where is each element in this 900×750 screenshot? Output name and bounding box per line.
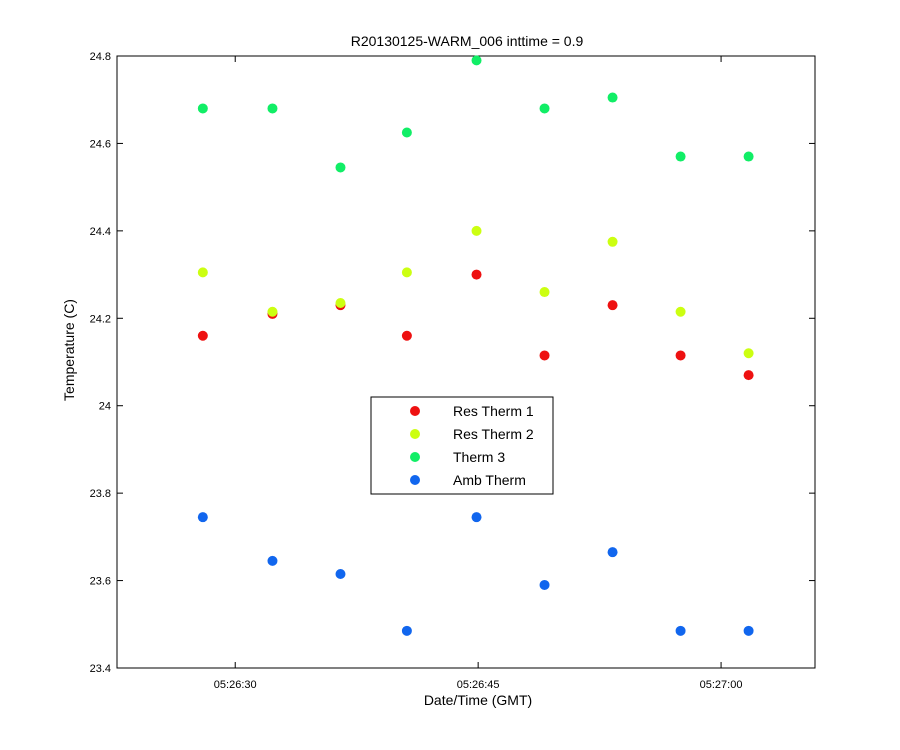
data-point-res-therm-2 — [539, 287, 550, 298]
legend-marker — [410, 452, 420, 462]
data-point-amb-therm — [197, 512, 208, 523]
data-point-amb-therm — [607, 547, 618, 558]
data-point-therm-3 — [197, 103, 208, 114]
legend-label: Therm 3 — [453, 449, 505, 465]
chart-title: R20130125-WARM_006 inttime = 0.9 — [351, 33, 584, 49]
legend-marker — [410, 406, 420, 416]
data-point-amb-therm — [675, 625, 686, 636]
y-tick-label: 24.2 — [90, 313, 111, 325]
data-point-res-therm-2 — [335, 297, 346, 308]
data-point-res-therm-2 — [197, 267, 208, 278]
data-point-res-therm-1 — [607, 300, 618, 311]
data-point-amb-therm — [743, 625, 754, 636]
data-point-res-therm-1 — [675, 350, 686, 361]
data-point-res-therm-1 — [401, 330, 412, 341]
data-point-therm-3 — [471, 55, 482, 66]
y-tick-label: 24.8 — [90, 51, 111, 63]
data-point-amb-therm — [401, 625, 412, 636]
x-tick-label: 05:27:00 — [700, 679, 743, 691]
data-point-res-therm-1 — [539, 350, 550, 361]
data-point-res-therm-1 — [197, 330, 208, 341]
data-point-therm-3 — [607, 92, 618, 103]
y-tick-label: 24.4 — [90, 226, 111, 238]
legend-box — [370, 396, 554, 495]
data-point-therm-3 — [539, 103, 550, 114]
data-points — [197, 55, 754, 636]
data-point-amb-therm — [267, 555, 278, 566]
legend-label: Amb Therm — [453, 472, 526, 488]
y-tick-label: 23.8 — [90, 488, 111, 500]
y-tick-label: 24.6 — [90, 138, 111, 150]
y-tick-label: 24 — [99, 401, 111, 413]
data-point-res-therm-2 — [267, 306, 278, 317]
data-point-res-therm-2 — [675, 306, 686, 317]
data-point-res-therm-2 — [607, 236, 618, 247]
legend-marker — [410, 429, 420, 439]
legend: Res Therm 1 Res Therm 2 Therm 3 Amb Therm — [370, 396, 554, 495]
data-point-res-therm-2 — [401, 267, 412, 278]
y-axis: 23.4 23.6 23.8 24 24.2 24.4 24.6 24.8 — [90, 51, 815, 675]
data-point-therm-3 — [401, 127, 412, 138]
legend-label: Res Therm 1 — [453, 403, 534, 419]
y-tick-label: 23.4 — [90, 663, 111, 675]
data-point-amb-therm — [335, 569, 346, 580]
x-tick-label: 05:26:45 — [457, 679, 500, 691]
legend-marker — [410, 475, 420, 485]
data-point-therm-3 — [335, 162, 346, 173]
x-tick-label: 05:26:30 — [214, 679, 257, 691]
data-point-amb-therm — [539, 579, 550, 590]
x-axis: 05:26:30 05:26:45 05:27:00 — [214, 56, 743, 691]
legend-label: Res Therm 2 — [453, 426, 534, 442]
data-point-amb-therm — [471, 512, 482, 523]
data-point-therm-3 — [743, 151, 754, 162]
plot-area — [116, 55, 816, 669]
data-point-res-therm-2 — [743, 348, 754, 359]
data-point-therm-3 — [675, 151, 686, 162]
x-axis-label: Date/Time (GMT) — [424, 692, 532, 708]
data-point-therm-3 — [267, 103, 278, 114]
y-axis-label: Temperature (C) — [61, 299, 77, 401]
y-tick-label: 23.6 — [90, 576, 111, 588]
data-point-res-therm-1 — [743, 370, 754, 381]
data-point-res-therm-2 — [471, 225, 482, 236]
data-point-res-therm-1 — [471, 269, 482, 280]
